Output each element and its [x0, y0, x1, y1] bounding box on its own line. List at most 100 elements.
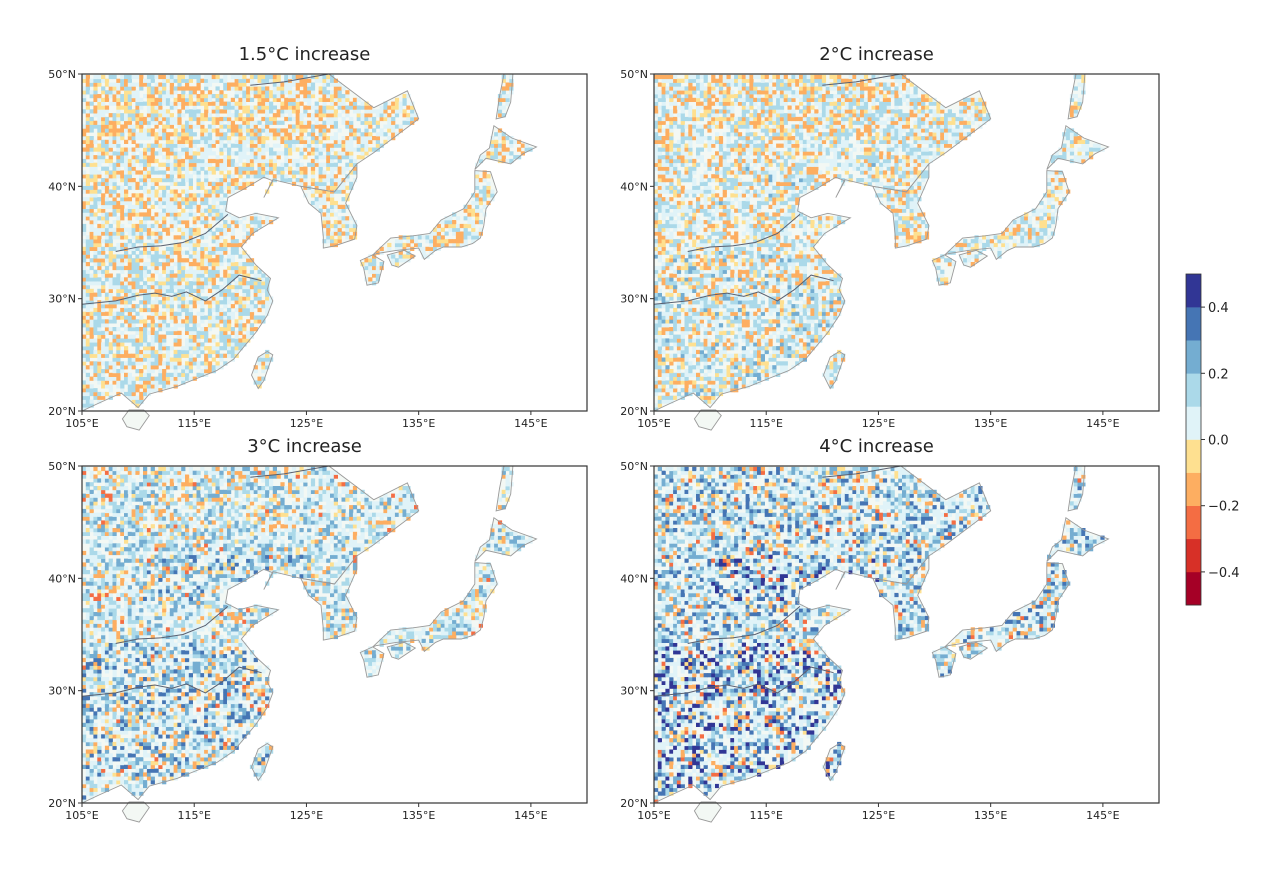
- raster-cell: [685, 220, 689, 224]
- raster-cell: [128, 94, 132, 98]
- raster-cell: [711, 296, 715, 300]
- raster-cell: [688, 190, 692, 194]
- raster-cell: [177, 86, 181, 90]
- raster-cell: [93, 354, 97, 358]
- raster-cell: [97, 125, 101, 129]
- raster-cell: [665, 281, 669, 285]
- raster-cell: [238, 159, 242, 163]
- raster-cell: [143, 327, 147, 331]
- raster-cell: [101, 117, 105, 121]
- raster-cell: [204, 109, 208, 113]
- raster-cell: [250, 79, 254, 83]
- raster-cell: [269, 151, 273, 155]
- raster-cell: [261, 300, 265, 304]
- raster-cell: [97, 323, 101, 327]
- raster-cell: [208, 151, 212, 155]
- raster-cell: [82, 148, 86, 152]
- raster-cell: [82, 109, 86, 113]
- raster-cell: [665, 190, 669, 194]
- raster-cell: [707, 323, 711, 327]
- raster-cell: [711, 358, 715, 362]
- raster-cell: [105, 331, 109, 335]
- raster-cell: [685, 86, 689, 90]
- raster-cell: [261, 86, 265, 90]
- raster-cell: [711, 79, 715, 83]
- raster-cell: [265, 106, 269, 110]
- raster-cell: [669, 190, 673, 194]
- raster-cell: [376, 113, 380, 117]
- raster-cell: [681, 190, 685, 194]
- raster-cell: [208, 170, 212, 174]
- raster-cell: [116, 209, 120, 213]
- raster-cell: [696, 106, 700, 110]
- raster-cell: [246, 335, 250, 339]
- raster-cell: [189, 254, 193, 258]
- raster-cell: [174, 155, 178, 159]
- raster-cell: [97, 209, 101, 213]
- raster-cell: [193, 346, 197, 350]
- raster-cell: [181, 304, 185, 308]
- raster-cell: [692, 373, 696, 377]
- raster-cell: [219, 327, 223, 331]
- raster-cell: [93, 331, 97, 335]
- raster-cell: [265, 354, 269, 358]
- raster-cell: [399, 109, 403, 113]
- raster-cell: [685, 274, 689, 278]
- raster-cell: [177, 140, 181, 144]
- raster-cell: [200, 113, 204, 117]
- raster-cell: [86, 377, 90, 381]
- raster-cell: [704, 197, 708, 201]
- raster-cell: [189, 159, 193, 163]
- raster-cell: [105, 346, 109, 350]
- raster-cell: [296, 178, 300, 182]
- raster-cell: [162, 323, 166, 327]
- raster-cell: [292, 102, 296, 106]
- raster-cell: [658, 220, 662, 224]
- raster-cell: [322, 128, 326, 132]
- raster-cell: [177, 193, 181, 197]
- raster-cell: [216, 266, 220, 270]
- raster-cell: [242, 293, 246, 297]
- raster-cell: [662, 266, 666, 270]
- raster-cell: [696, 197, 700, 201]
- raster-cell: [665, 94, 669, 98]
- raster-cell: [704, 266, 708, 270]
- raster-cell: [128, 98, 132, 102]
- raster-cell: [456, 224, 460, 228]
- raster-cell: [86, 83, 90, 87]
- raster-cell: [97, 113, 101, 117]
- raster-cell: [681, 331, 685, 335]
- raster-cell: [246, 262, 250, 266]
- raster-cell: [97, 144, 101, 148]
- raster-cell: [212, 358, 216, 362]
- raster-cell: [242, 312, 246, 316]
- raster-cell: [246, 109, 250, 113]
- raster-cell: [692, 170, 696, 174]
- raster-cell: [124, 258, 128, 262]
- raster-cell: [338, 98, 342, 102]
- raster-cell: [151, 300, 155, 304]
- raster-cell: [715, 300, 719, 304]
- raster-cell: [437, 232, 441, 236]
- raster-cell: [669, 285, 673, 289]
- raster-cell: [669, 155, 673, 159]
- raster-cell: [704, 125, 708, 129]
- raster-cell: [151, 350, 155, 354]
- raster-cell: [143, 388, 147, 392]
- raster-cell: [155, 323, 159, 327]
- raster-cell: [673, 319, 677, 323]
- raster-cell: [330, 201, 334, 205]
- raster-cell: [315, 140, 319, 144]
- raster-cell: [212, 247, 216, 251]
- raster-cell: [273, 98, 277, 102]
- raster-cell: [162, 174, 166, 178]
- raster-cell: [238, 182, 242, 186]
- raster-cell: [124, 251, 128, 255]
- raster-cell: [662, 369, 666, 373]
- raster-cell: [124, 304, 128, 308]
- raster-cell: [86, 342, 90, 346]
- raster-cell: [193, 86, 197, 90]
- raster-cell: [105, 232, 109, 236]
- raster-cell: [246, 106, 250, 110]
- raster-cell: [688, 148, 692, 152]
